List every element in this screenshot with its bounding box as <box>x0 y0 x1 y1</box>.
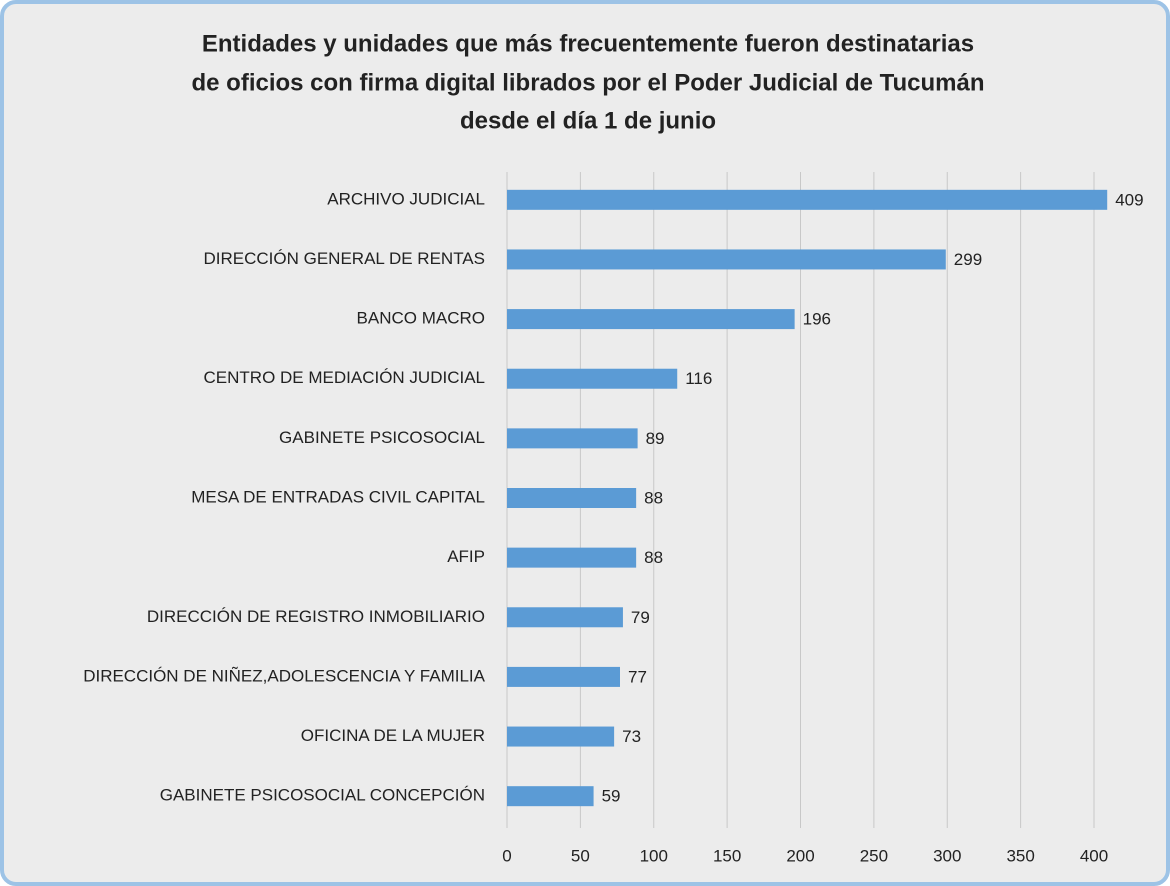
chart-title: Entidades y unidades que más frecuenteme… <box>202 30 974 57</box>
data-label: 409 <box>1115 190 1143 209</box>
bar <box>507 428 638 449</box>
x-tick-label: 100 <box>640 846 668 865</box>
y-tick-label: OFICINA DE LA MUJER <box>301 726 485 745</box>
bar <box>507 666 620 687</box>
x-tick-label: 250 <box>860 846 888 865</box>
bar <box>507 309 795 330</box>
bar <box>507 249 946 270</box>
y-tick-label: GABINETE PSICOSOCIAL CONCEPCIÓN <box>160 786 485 805</box>
y-tick-label: MESA DE ENTRADAS CIVIL CAPITAL <box>191 487 485 506</box>
data-label: 299 <box>954 250 982 269</box>
y-tick-label: ARCHIVO JUDICIAL <box>327 189 485 208</box>
bar <box>507 189 1108 210</box>
x-tick-label: 50 <box>571 846 590 865</box>
data-label: 59 <box>602 787 621 806</box>
y-tick-label: AFIP <box>447 547 485 566</box>
data-label: 116 <box>685 369 712 388</box>
x-tick-label: 200 <box>786 846 814 865</box>
y-tick-label: BANCO MACRO <box>357 309 485 328</box>
y-tick-label: GABINETE PSICOSOCIAL <box>279 428 485 447</box>
y-tick-label: DIRECCIÓN DE REGISTRO INMOBILIARIO <box>147 607 485 626</box>
data-label: 88 <box>644 548 663 567</box>
x-tick-label: 350 <box>1006 846 1034 865</box>
data-label: 77 <box>628 667 647 686</box>
bar <box>507 368 678 389</box>
bar <box>507 786 594 807</box>
x-tick-label: 300 <box>933 846 961 865</box>
chart-title: desde el día 1 de junio <box>460 107 716 134</box>
y-tick-label: DIRECCIÓN GENERAL DE RENTAS <box>204 249 486 268</box>
x-tick-label: 0 <box>502 846 511 865</box>
chart-title: de oficios con firma digital librados po… <box>191 69 984 96</box>
bar <box>507 726 615 747</box>
data-label: 88 <box>644 488 663 507</box>
x-tick-label: 400 <box>1080 846 1108 865</box>
data-label: 79 <box>631 608 650 627</box>
data-label: 89 <box>646 429 665 448</box>
bar <box>507 547 637 568</box>
bar <box>507 607 623 628</box>
y-tick-label: DIRECCIÓN DE NIÑEZ,ADOLESCENCIA Y FAMILI… <box>83 666 485 685</box>
data-label: 196 <box>803 310 831 329</box>
data-label: 73 <box>622 727 641 746</box>
bar <box>507 488 637 508</box>
x-tick-label: 150 <box>713 846 741 865</box>
y-tick-label: CENTRO DE MEDIACIÓN JUDICIAL <box>204 368 485 387</box>
